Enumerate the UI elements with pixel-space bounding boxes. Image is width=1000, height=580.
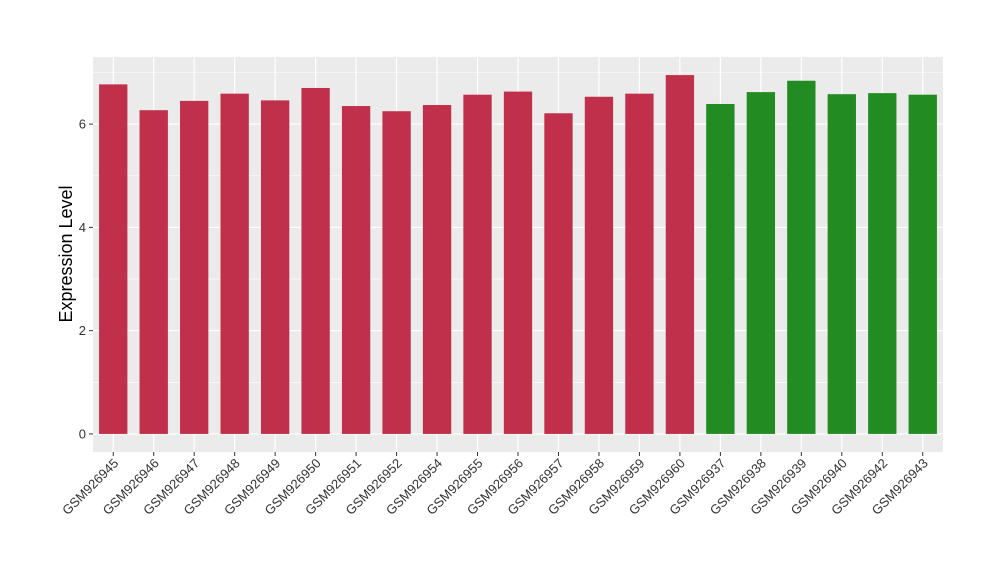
bar (908, 94, 937, 434)
bar (180, 100, 209, 434)
y-tick-label: 4 (79, 220, 86, 235)
bar (827, 94, 856, 434)
y-axis: 0 2 4 6 (79, 117, 93, 441)
bar (463, 94, 492, 434)
bar (99, 84, 128, 434)
bar (625, 93, 654, 434)
bar (341, 106, 371, 434)
bar (139, 110, 168, 434)
bar (787, 80, 816, 434)
y-tick-label: 2 (79, 323, 86, 338)
bar (503, 91, 533, 434)
bar (584, 96, 614, 434)
bar (746, 92, 776, 434)
bar (868, 93, 897, 434)
bar (706, 103, 735, 434)
x-axis: GSM926945GSM926946GSM926947GSM926948GSM9… (59, 452, 931, 518)
y-tick-label: 0 (79, 426, 86, 441)
bar (260, 100, 290, 434)
bar (382, 111, 411, 434)
bar (220, 93, 249, 434)
bar (544, 113, 573, 434)
y-tick-label: 6 (79, 117, 86, 132)
bar (422, 105, 452, 434)
bars (99, 75, 937, 434)
bar (665, 75, 695, 434)
bar (301, 87, 330, 434)
y-axis-title: Expression Level (56, 185, 76, 322)
